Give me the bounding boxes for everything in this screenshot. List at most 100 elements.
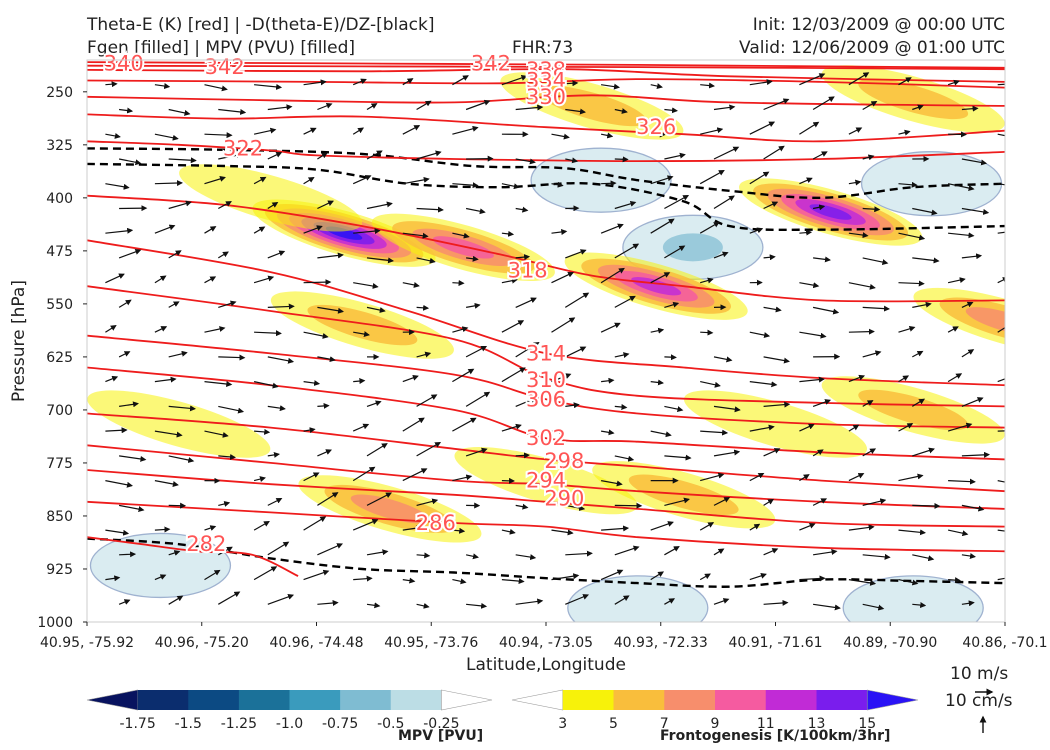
wind-vector bbox=[1011, 254, 1022, 258]
y-tick-label: 625 bbox=[46, 350, 73, 366]
wind-vector bbox=[898, 325, 916, 333]
x-tick-label: 40.95, -73.76 bbox=[384, 635, 478, 651]
x-tick-label: 40.93, -72.33 bbox=[614, 635, 708, 651]
wind-vector bbox=[898, 423, 914, 432]
wind-vector bbox=[118, 249, 142, 259]
colorbar-tick-label: -1.75 bbox=[120, 716, 156, 732]
wind-vector bbox=[154, 326, 168, 333]
wind-vector bbox=[713, 146, 740, 160]
wind-vector bbox=[799, 282, 820, 289]
wind-vector bbox=[961, 158, 988, 166]
wind-vector bbox=[862, 553, 891, 560]
wind-vector bbox=[303, 279, 332, 286]
wind-vector bbox=[168, 405, 196, 412]
wind-vector bbox=[501, 423, 522, 432]
wind-vector bbox=[154, 574, 167, 581]
mpv-colorbar: -1.75 -1.5 -1.25 -1.0 -0.75 -0.5 -0.25 bbox=[86, 689, 493, 732]
wind-vector bbox=[204, 84, 228, 92]
wind-vector bbox=[565, 108, 586, 115]
wind-vector bbox=[416, 498, 439, 506]
wind-vector bbox=[749, 572, 767, 581]
wind-vector bbox=[119, 107, 134, 114]
colorbar-swatch bbox=[390, 690, 442, 710]
wind-vector bbox=[961, 349, 975, 358]
wind-vector bbox=[700, 472, 725, 482]
wind-vector bbox=[650, 272, 671, 284]
wind-vector bbox=[105, 132, 121, 139]
y-tick-label: 475 bbox=[46, 244, 73, 260]
theta-e-label: 342 bbox=[471, 52, 511, 76]
wind-vector bbox=[961, 301, 974, 308]
wind-vector bbox=[763, 498, 775, 506]
wind-vector bbox=[912, 301, 932, 308]
wind-vector bbox=[253, 521, 270, 531]
wind-vector bbox=[700, 82, 715, 89]
x-tick-label: 40.96, -74.48 bbox=[269, 635, 363, 651]
theta-e-contour-334 bbox=[87, 78, 1005, 89]
wind-vector bbox=[713, 104, 736, 111]
wind-vector bbox=[317, 102, 333, 111]
wind-vector bbox=[267, 356, 295, 364]
wind-vector bbox=[898, 232, 926, 241]
wind-vector bbox=[168, 157, 197, 164]
colorbar-tick-label: 15 bbox=[858, 716, 876, 732]
wind-vector bbox=[353, 228, 381, 235]
wind-vector bbox=[501, 367, 526, 383]
wind-vector bbox=[217, 251, 229, 259]
wind-vector bbox=[218, 201, 232, 210]
wind-vector bbox=[947, 326, 959, 333]
wind-vector bbox=[366, 492, 392, 506]
wind-vector bbox=[154, 480, 179, 487]
colorbar-swatch bbox=[289, 690, 341, 710]
wind-vector bbox=[267, 303, 295, 310]
wind-vector bbox=[168, 350, 188, 358]
wind-vector bbox=[154, 376, 177, 383]
wind-vector bbox=[799, 229, 813, 236]
wind-vector bbox=[1011, 208, 1031, 209]
theta-e-contour-342 bbox=[87, 64, 1005, 71]
wind-vector bbox=[218, 354, 246, 361]
wind-vector bbox=[848, 328, 875, 335]
wind-vector bbox=[763, 98, 790, 111]
wind-vector bbox=[402, 232, 429, 239]
wind-vector bbox=[763, 254, 776, 261]
wind-vector bbox=[1011, 456, 1033, 460]
y-tick-label: 1000 bbox=[37, 615, 73, 631]
wind-vector bbox=[862, 100, 878, 111]
wind-vector bbox=[898, 129, 911, 136]
y-tick-label: 250 bbox=[46, 85, 73, 101]
wind-vector bbox=[154, 526, 171, 533]
colorbar-tick-label: -0.75 bbox=[322, 716, 358, 732]
wind-vector bbox=[713, 356, 733, 363]
wind-vector bbox=[565, 504, 586, 511]
wind-vector bbox=[600, 267, 625, 284]
wind-vector bbox=[614, 352, 630, 358]
wind-vector bbox=[168, 250, 182, 259]
wind-vector bbox=[912, 104, 924, 111]
wind-vector bbox=[898, 375, 910, 383]
wind-vector bbox=[664, 152, 686, 160]
wind-vector bbox=[416, 257, 436, 264]
wind-vector bbox=[119, 401, 139, 408]
wind-vector bbox=[204, 132, 233, 139]
wind-vector bbox=[218, 453, 236, 460]
wind-vector bbox=[267, 541, 290, 556]
wind-vector bbox=[614, 295, 636, 308]
wind-vector bbox=[650, 327, 665, 334]
wind-scale-horizontal: 10 m/s bbox=[950, 664, 1009, 684]
wind-vector bbox=[204, 226, 217, 234]
wind-vector bbox=[664, 546, 680, 556]
wind-vector bbox=[352, 127, 365, 135]
theta-e-contour-338 bbox=[87, 68, 1005, 83]
wind-vector bbox=[565, 402, 580, 409]
theta-e-label: 298 bbox=[544, 449, 584, 473]
wind-vector bbox=[501, 277, 518, 284]
wind-vector bbox=[303, 569, 330, 581]
wind-vector bbox=[947, 183, 975, 191]
wind-vector bbox=[763, 356, 790, 364]
wind-vector bbox=[749, 424, 775, 432]
wind-vector bbox=[650, 571, 665, 581]
wind-vector bbox=[119, 551, 137, 558]
wind-vector bbox=[812, 399, 832, 407]
